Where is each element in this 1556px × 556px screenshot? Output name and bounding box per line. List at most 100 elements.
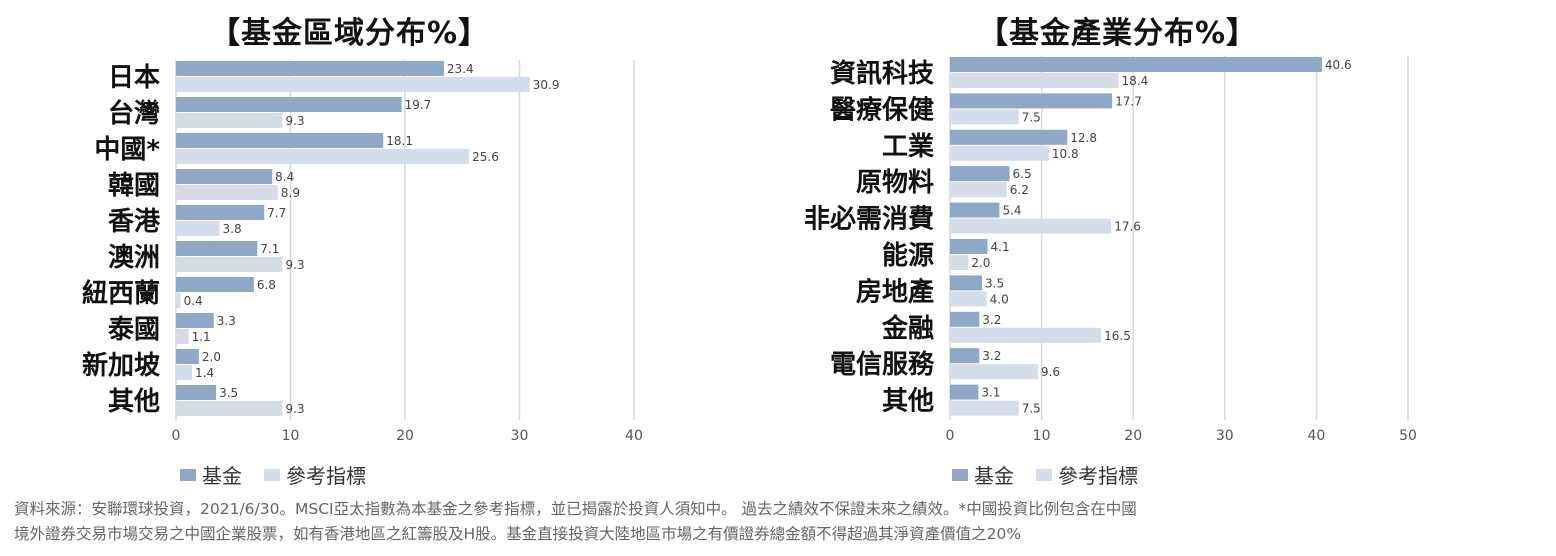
fund-bar [950,202,1000,218]
category-label: 工業 [882,132,934,162]
fund-bar [176,349,199,364]
benchmark-bar [950,255,969,270]
fund-bar [950,129,1068,145]
benchmark-value-label: 30.9 [533,78,560,92]
benchmark-bar [950,109,1019,125]
benchmark-bar [950,327,1102,343]
footnote-line-1: 資料來源：安聯環球投資，2021/6/30。MSCI亞太指數為本基金之參考指標，… [14,500,1137,518]
benchmark-value-label: 1.4 [195,366,214,380]
fund-bar [950,57,1322,72]
fund-bar [176,205,265,220]
fund-bar [950,348,980,364]
benchmark-value-label: 9.3 [285,258,304,272]
benchmark-value-label: 7.5 [1022,110,1041,124]
benchmark-bar [950,218,1112,234]
benchmark-value-label: 1.1 [192,330,211,344]
category-label: 澳洲 [108,243,160,273]
region-chart-title: 【基金區域分布%】 [210,16,490,51]
fund-value-label: 3.5 [985,276,1004,290]
x-tick-label: 0 [946,428,955,444]
source-footnote: 資料來源：安聯環球投資，2021/6/30。MSCI亞太指數為本基金之參考指標，… [14,497,1544,547]
fund-value-label: 5.4 [1002,204,1021,218]
benchmark-value-label: 4.0 [990,292,1009,306]
legend-item-benchmark: 參考指標 [264,460,366,489]
benchmark-value-label: 16.5 [1104,329,1131,343]
region-chart-legend: 基金 參考指標 [180,460,388,489]
fund-bar [950,239,988,254]
fund-value-label: 7.1 [260,242,279,256]
benchmark-bar [176,365,193,380]
category-label: 日本 [108,63,160,93]
fund-value-label: 2.0 [202,350,221,364]
fund-value-label: 23.4 [447,62,474,76]
fund-value-label: 7.7 [267,206,286,220]
legend-label-fund: 基金 [974,464,1014,488]
benchmark-bar [176,293,181,308]
category-label: 中國* [94,135,160,165]
category-label: 泰國 [108,315,160,345]
legend-label-benchmark: 參考指標 [1058,464,1138,488]
benchmark-bar [176,329,189,344]
benchmark-value-label: 7.5 [1022,402,1041,416]
benchmark-value-label: 18.4 [1122,74,1149,88]
legend-item-benchmark: 參考指標 [1036,460,1138,489]
fund-bar [950,384,979,400]
fund-bar [176,133,384,148]
benchmark-value-label: 25.6 [472,150,499,164]
benchmark-bar [950,364,1038,380]
category-label: 新加坡 [82,350,160,381]
benchmark-value-label: 9.3 [285,402,304,416]
category-label: 韓國 [108,171,160,201]
fund-value-label: 3.3 [217,314,236,328]
fund-bar [950,311,980,327]
fund-value-label: 8.4 [275,170,294,184]
benchmark-bar [176,77,530,92]
legend-item-fund: 基金 [952,460,1014,489]
fund-value-label: 17.7 [1115,94,1142,108]
benchmark-value-label: 3.8 [223,222,242,236]
fund-bar [950,166,1010,182]
sector-bar-chart: 0 10 20 30 40 50 資訊科技 40.6 18.4 醫療保健 17.7 7.5 工業 12.8… [804,56,1417,444]
sector-chart-title: 【基金產業分布%】 [978,16,1258,51]
benchmark-bar [950,182,1007,198]
legend-swatch-benchmark [1036,468,1052,481]
benchmark-bar [176,257,283,272]
fund-value-label: 3.1 [981,386,1000,400]
fund-bar [176,97,402,112]
category-label: 資訊科技 [830,58,934,89]
sector-chart-panel: 【基金產業分布%】 0 10 20 30 40 50 資訊科技 40.6 18.4 醫療保健 17.… [760,0,1556,490]
x-tick-label: 0 [172,428,181,444]
legend-swatch-fund [180,468,196,481]
fund-bar [176,313,214,328]
benchmark-value-label: 0.4 [184,294,203,308]
category-label: 金融 [881,313,934,344]
benchmark-bar [950,145,1049,161]
region-chart-panel: 【基金區域分布%】 0 10 20 30 40 日本 23.4 30.9 台灣 19.7 9.3 中國… [0,0,760,490]
category-label: 房地產 [856,276,934,307]
category-label: 醫療保健 [830,95,934,125]
fund-value-label: 3.5 [219,386,238,400]
category-label: 其他 [882,387,934,417]
x-tick-label: 10 [282,428,300,444]
legend-item-fund: 基金 [180,460,242,489]
benchmark-bar [950,291,987,307]
benchmark-bar [176,185,278,200]
fund-bar [176,277,254,292]
x-tick-label: 50 [1399,428,1417,444]
category-label: 非必需消費 [804,205,934,235]
benchmark-bar [950,400,1019,416]
benchmark-value-label: 9.6 [1041,365,1060,379]
x-tick-label: 30 [511,428,529,444]
benchmark-bar [176,221,220,236]
x-tick-label: 40 [625,428,643,444]
footnote-line-2: 境外證券交易市場交易之中國企業股票，如有香港地區之紅籌股及H股。基金直接投資大陸… [14,525,1022,543]
fund-bar [950,275,983,291]
legend-label-fund: 基金 [202,464,242,488]
benchmark-value-label: 17.6 [1114,220,1141,234]
benchmark-bar [176,401,283,416]
fund-bar [176,385,217,400]
benchmark-value-label: 8.9 [281,186,300,200]
fund-value-label: 4.1 [991,240,1010,254]
fund-bar [176,169,273,184]
category-label: 電信服務 [830,350,935,380]
